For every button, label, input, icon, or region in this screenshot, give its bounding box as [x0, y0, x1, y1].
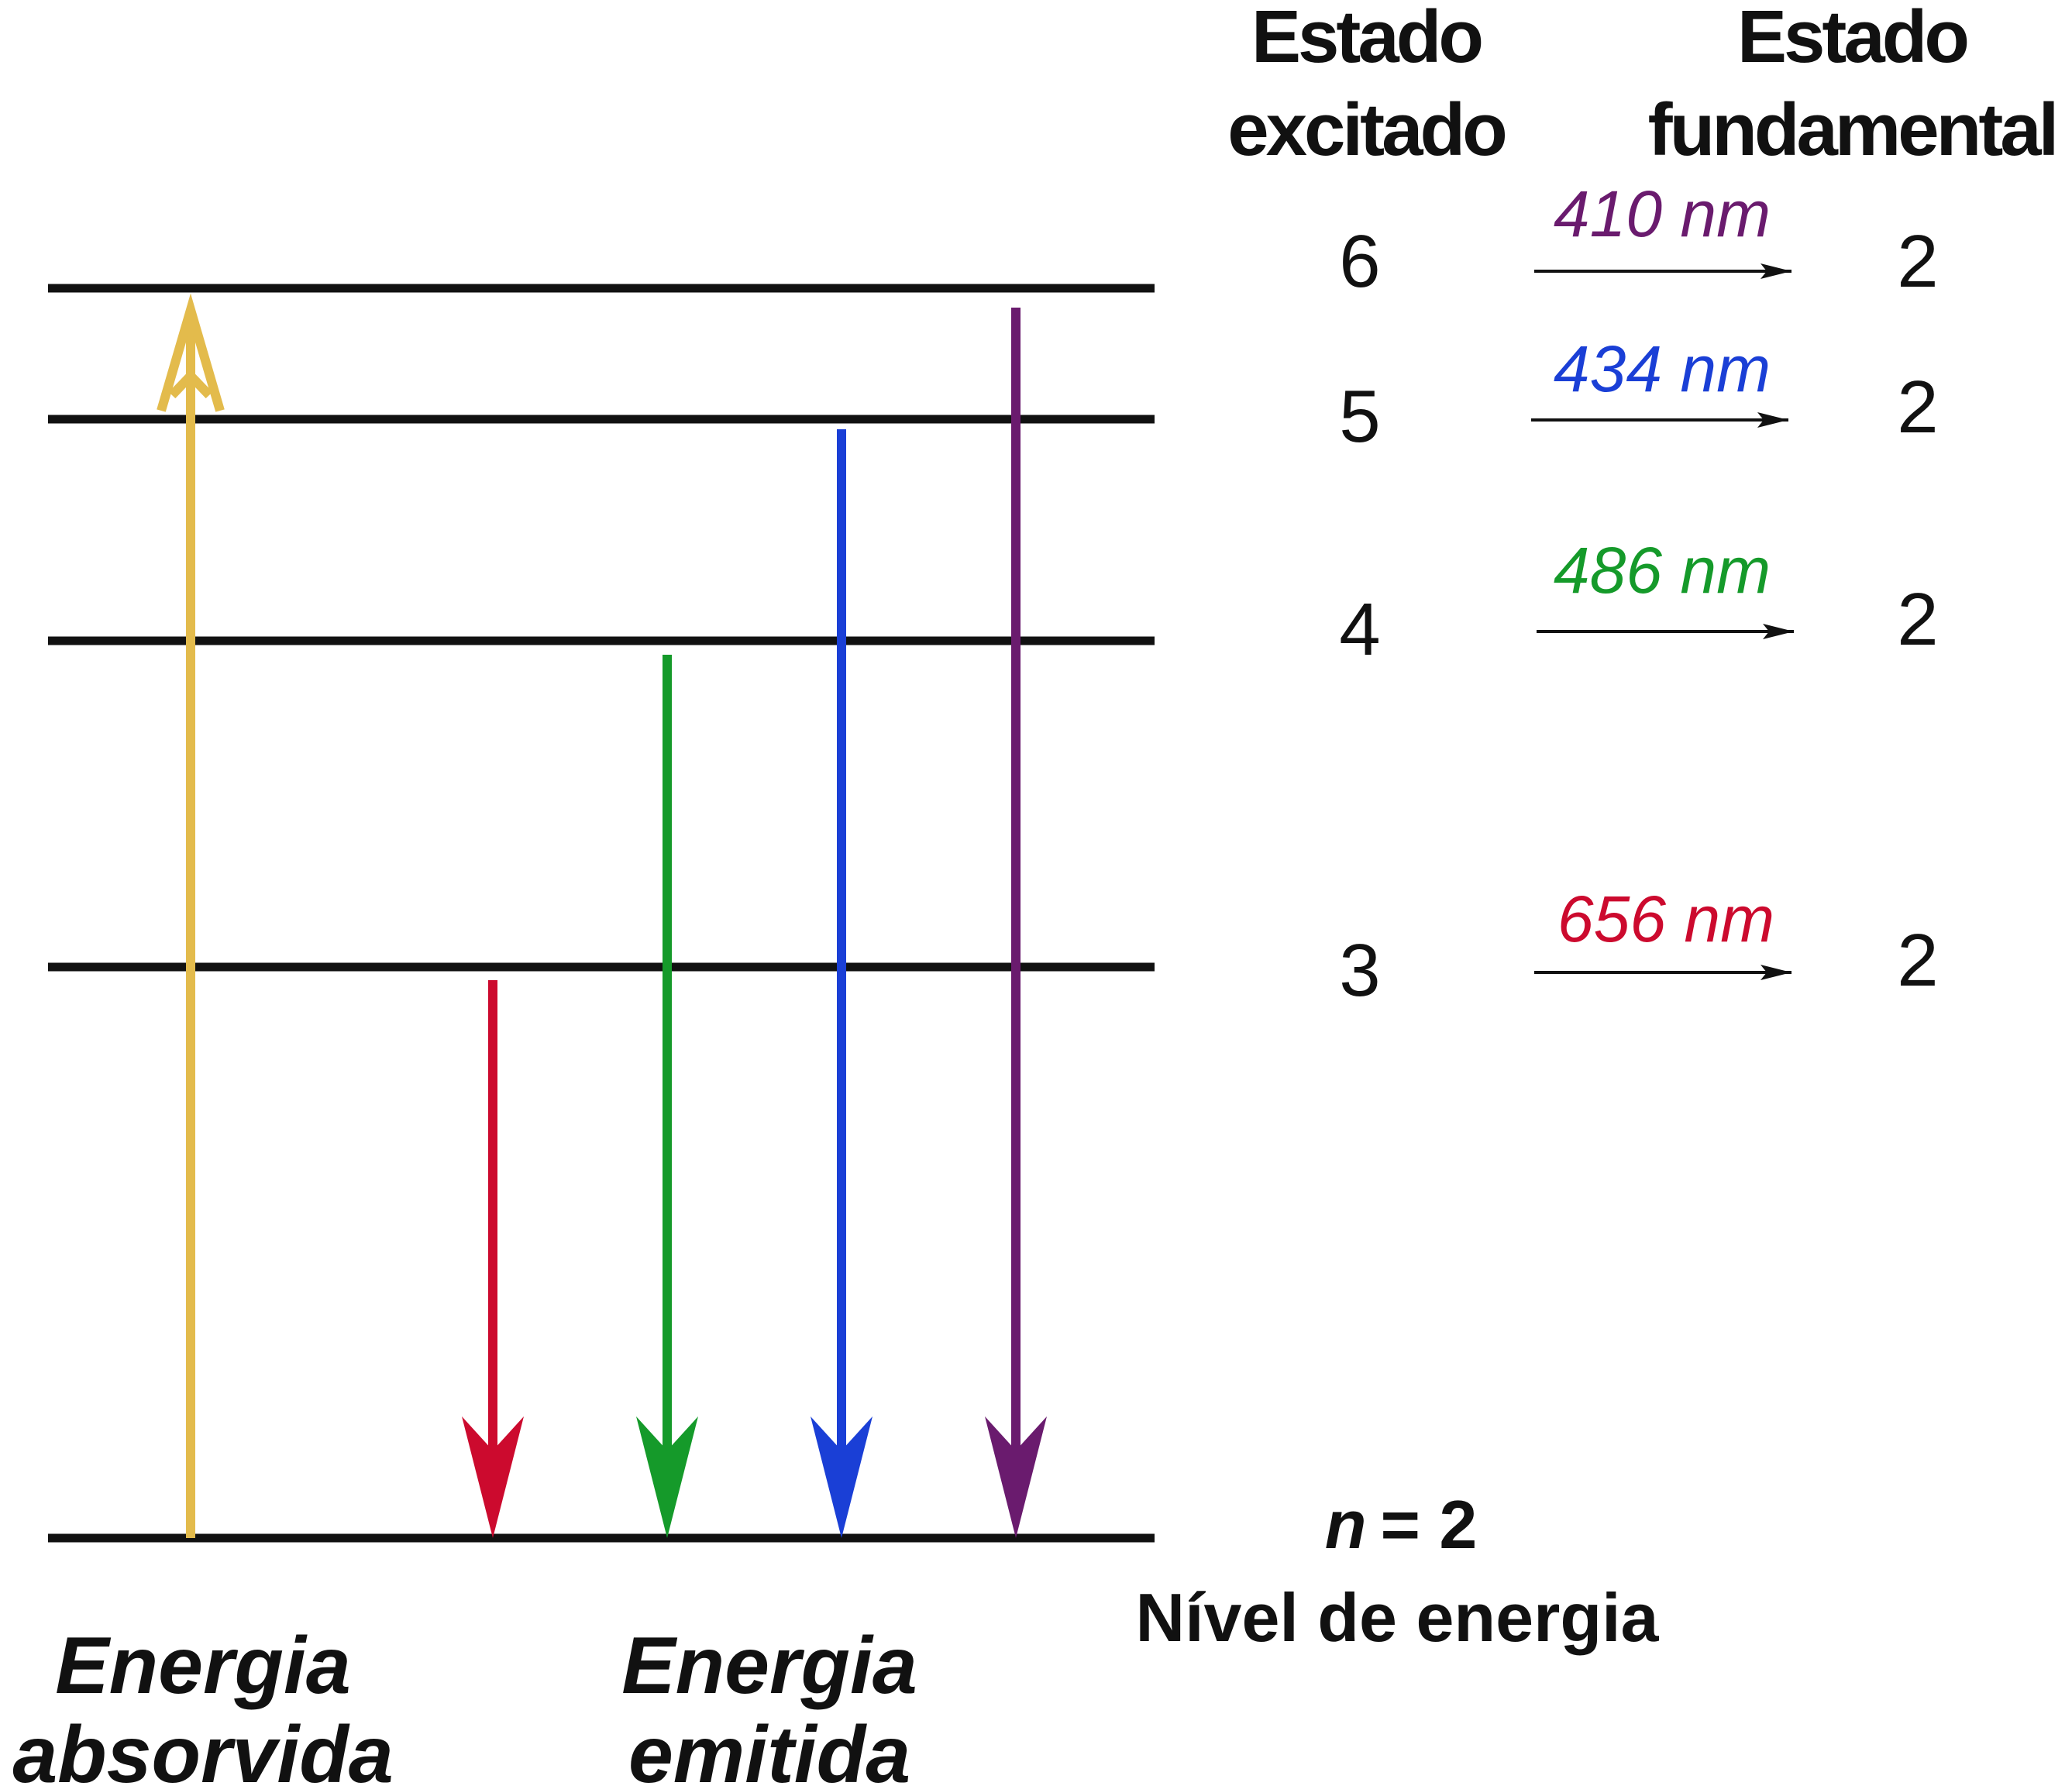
ground-level-label: n = 2: [1325, 1486, 1478, 1563]
ground-level-5-row: 2: [1897, 366, 1938, 449]
emission-arrow-410: [985, 308, 1047, 1538]
wavelength-486-label: 486 nm: [1554, 534, 1771, 607]
transition-row-4: 4 486 nm 2: [1339, 534, 1938, 671]
excited-level-5: 5: [1339, 375, 1380, 458]
ground-level-4-row: 2: [1897, 578, 1938, 661]
transition-row-3: 3 656 nm 2: [1339, 883, 1938, 1012]
energy-level-lines: [48, 284, 1155, 1543]
emission-arrow-434-head: [811, 1416, 873, 1538]
emission-arrows: [462, 308, 1047, 1538]
excited-state-header-line2: excitado: [1227, 88, 1505, 171]
emission-arrow-486-head: [636, 1416, 698, 1538]
excited-state-header-line1: Estado: [1251, 0, 1481, 78]
absorption-arrow: [157, 293, 225, 1538]
absorption-arrowhead-outer: [157, 293, 225, 412]
wavelength-410-label: 410 nm: [1554, 177, 1771, 250]
wavelength-656-label: 656 nm: [1557, 883, 1774, 955]
absorbed-energy-label-line2: absorvida: [12, 1710, 393, 1786]
emission-arrow-656-head: [462, 1416, 524, 1538]
wavelength-434-label: 434 nm: [1554, 332, 1771, 405]
absorbed-energy-label-line1: Energia: [55, 1621, 350, 1711]
excited-level-6: 6: [1339, 220, 1380, 303]
emission-arrow-486: [636, 655, 698, 1538]
emission-arrow-656: [462, 980, 524, 1538]
n-value: = 2: [1380, 1486, 1477, 1563]
emission-arrow-434: [811, 429, 873, 1538]
excited-level-4: 4: [1339, 588, 1380, 671]
transition-row-5: 5 434 nm 2: [1339, 332, 1938, 458]
excited-level-3: 3: [1339, 929, 1380, 1012]
emitted-energy-label-line2: emitida: [628, 1710, 910, 1786]
ground-level-3-row: 2: [1897, 919, 1938, 1002]
energy-level-caption: Nível de energia: [1136, 1579, 1660, 1656]
absorption-arrowhead-inner: [168, 369, 213, 399]
n-symbol: n: [1325, 1486, 1367, 1563]
emission-arrow-410-head: [985, 1416, 1047, 1538]
emitted-energy-label-line1: Energia: [621, 1621, 917, 1711]
ground-level-6-row: 2: [1897, 220, 1938, 303]
transition-row-6: 6 410 nm 2: [1339, 177, 1938, 303]
ground-state-header-line2: fundamental: [1648, 88, 2057, 171]
ground-state-header-line1: Estado: [1737, 0, 1967, 78]
